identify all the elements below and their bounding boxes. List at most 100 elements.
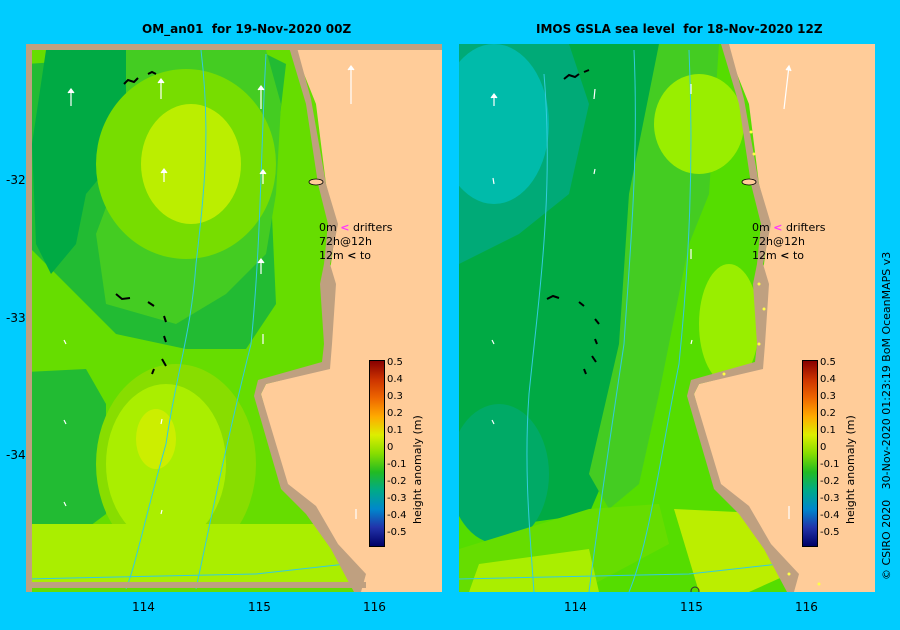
current-vector bbox=[67, 88, 75, 106]
anomaly-high-region bbox=[469, 549, 599, 592]
y-tick-label: -33 bbox=[6, 311, 26, 325]
drifter-track bbox=[546, 294, 560, 300]
bathymetry-contour bbox=[588, 49, 636, 593]
colorbar-ticks: 0.5 0.4 0.3 0.2 0.1 0 -0.1 -0.2 -0.3 -0.4 -0.5 bbox=[387, 357, 407, 538]
drifter-12m-icon: < bbox=[780, 249, 790, 262]
drifter-legend-text: to bbox=[792, 249, 804, 262]
island bbox=[308, 178, 324, 186]
drifter-legend: 0m < drifters 72h@12h 12m < to bbox=[319, 221, 442, 263]
x-tick-label: 114 bbox=[132, 600, 155, 614]
left-panel-title: OM_an01 for 19-Nov-2020 00Z bbox=[142, 22, 352, 36]
drifter-track bbox=[594, 338, 598, 345]
anomaly-high-region bbox=[141, 104, 241, 224]
anomaly-low-region bbox=[439, 44, 549, 204]
drifter-legend-depth: 0m bbox=[752, 221, 770, 234]
current-vector bbox=[160, 168, 168, 182]
colorbar-label: height anomaly (m) bbox=[844, 415, 857, 524]
current-vector bbox=[160, 418, 163, 425]
drifter-legend-text: drifters 72h@12h bbox=[752, 221, 826, 248]
drifter-legend-depth: 0m bbox=[319, 221, 337, 234]
altimetry-point bbox=[817, 582, 821, 586]
altimetry-point bbox=[787, 572, 791, 576]
drifter-track bbox=[161, 358, 167, 367]
x-tick-label: 115 bbox=[248, 600, 271, 614]
x-tick-label: 115 bbox=[680, 600, 703, 614]
land-mass bbox=[694, 44, 875, 592]
anomaly-low-region bbox=[449, 404, 549, 544]
current-vector bbox=[783, 64, 792, 110]
altimetry-point bbox=[762, 307, 766, 311]
x-tick-label: 114 bbox=[564, 600, 587, 614]
drifter-legend: 0m < drifters 72h@12h 12m < to bbox=[752, 221, 875, 263]
left-map-panel: 0m < drifters 72h@12h 12m < to 0.5 0.4 0.3… bbox=[25, 44, 442, 592]
current-vector bbox=[491, 419, 495, 425]
drifter-track bbox=[563, 73, 580, 80]
current-vector bbox=[257, 258, 265, 274]
drifter-track bbox=[147, 301, 155, 307]
current-vector bbox=[490, 93, 498, 106]
right-map-panel: 0m < drifters 72h@12h 12m < to 0.5 0.4 0.3… bbox=[439, 44, 875, 596]
x-tick-label: 116 bbox=[795, 600, 818, 614]
credit-text: © CSIRO 2020 30-Nov-2020 01:23:19 BoM Oc… bbox=[880, 251, 893, 580]
map-frame bbox=[26, 44, 442, 50]
y-tick-label: -34 bbox=[6, 448, 26, 462]
current-vector bbox=[257, 85, 265, 109]
current-vector bbox=[63, 501, 67, 507]
colorbar bbox=[369, 360, 385, 547]
current-vector bbox=[347, 65, 355, 104]
altimetry-point bbox=[757, 282, 761, 286]
colorbar-ticks: 0.5 0.4 0.3 0.2 0.1 0 -0.1 -0.2 -0.3 -0.4 -0.5 bbox=[820, 357, 840, 538]
island bbox=[741, 178, 757, 186]
drifter-legend-text: to bbox=[359, 249, 371, 262]
current-vector bbox=[157, 78, 165, 99]
current-vector bbox=[63, 419, 67, 425]
current-vector bbox=[593, 168, 596, 175]
drifter-legend-depth: 12m bbox=[752, 249, 777, 262]
drifter-track bbox=[163, 315, 167, 323]
anomaly-high-region bbox=[26, 524, 356, 584]
bathymetry-contour bbox=[195, 53, 267, 590]
drifter-legend-text: drifters 72h@12h bbox=[319, 221, 393, 248]
current-vector bbox=[160, 509, 163, 515]
map-frame bbox=[26, 582, 366, 588]
bathymetry-contour bbox=[25, 563, 347, 580]
drifter-track bbox=[583, 69, 590, 73]
current-vector bbox=[593, 88, 596, 100]
drifter-0m-icon: < bbox=[773, 221, 783, 234]
altimetry-point bbox=[722, 372, 726, 376]
bathymetry-contour bbox=[628, 49, 692, 593]
x-tick-label: 116 bbox=[363, 600, 386, 614]
drifter-12m-icon: < bbox=[347, 249, 357, 262]
colorbar bbox=[802, 360, 818, 547]
anomaly-low-region bbox=[26, 369, 106, 544]
anomaly-high-region bbox=[654, 74, 744, 174]
colorbar-label: height anomaly (m) bbox=[411, 415, 424, 524]
current-vector bbox=[259, 169, 267, 184]
bathymetry-contour bbox=[526, 73, 548, 593]
current-vector bbox=[63, 339, 67, 345]
altimetry-point bbox=[749, 130, 753, 134]
altimetry-point bbox=[752, 152, 756, 156]
anomaly-high-region bbox=[699, 264, 759, 384]
right-map bbox=[439, 44, 875, 596]
current-vector bbox=[690, 339, 693, 345]
drifter-track bbox=[123, 77, 139, 85]
drifter-track bbox=[578, 301, 585, 307]
drifter-track bbox=[583, 368, 587, 375]
drifter-track bbox=[115, 293, 131, 301]
map-frame bbox=[26, 44, 32, 592]
current-vector bbox=[491, 339, 495, 345]
drifter-track bbox=[147, 70, 157, 75]
drifter-legend-depth: 12m bbox=[319, 249, 344, 262]
drifter-track bbox=[151, 368, 155, 375]
drifter-track bbox=[163, 335, 167, 343]
anomaly-high-region bbox=[136, 409, 176, 469]
current-vector bbox=[492, 177, 495, 185]
left-map bbox=[25, 44, 442, 592]
land-mass bbox=[261, 44, 442, 592]
drifter-track bbox=[594, 318, 600, 325]
y-tick-label: -32 bbox=[6, 173, 26, 187]
bathymetry-contour bbox=[125, 49, 207, 590]
altimetry-point bbox=[757, 342, 761, 346]
bathymetry-contour bbox=[458, 563, 780, 580]
